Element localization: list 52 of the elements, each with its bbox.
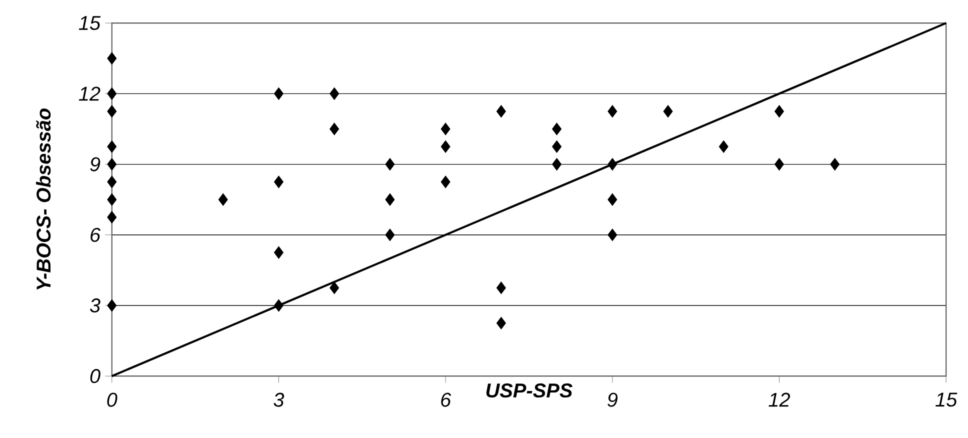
point: [107, 52, 117, 65]
y-tick-label: 0: [90, 369, 100, 384]
point: [107, 210, 117, 224]
point: [663, 105, 673, 118]
point: [274, 246, 284, 259]
point: [218, 193, 228, 206]
point: [274, 299, 284, 312]
y-tick-label: 3: [90, 298, 100, 312]
y-tick-label: 9: [90, 157, 100, 172]
point: [107, 105, 117, 118]
point: [107, 140, 117, 153]
point: [330, 282, 340, 294]
point: [107, 158, 117, 170]
x-tick-label: 6: [441, 392, 452, 407]
point: [608, 193, 618, 206]
point: [608, 158, 618, 170]
point: [552, 122, 562, 136]
point: [107, 299, 117, 312]
y-axis-title: Y-BOCS- Obsessão: [36, 108, 51, 290]
point: [496, 316, 506, 330]
x-axis-title: USP-SPS: [486, 383, 573, 398]
x-tick-label: 15: [936, 392, 958, 407]
point: [774, 158, 784, 170]
point: [274, 176, 284, 188]
y-tick-label: 12: [78, 86, 100, 101]
point: [385, 158, 395, 170]
point: [107, 193, 117, 206]
point: [718, 140, 728, 153]
point: [330, 87, 340, 100]
point: [608, 105, 618, 118]
point: [830, 158, 840, 170]
point: [440, 176, 450, 188]
x-tick-label: 12: [768, 392, 790, 407]
x-tick-label: 3: [274, 392, 284, 407]
point: [107, 87, 117, 100]
point: [440, 140, 450, 153]
point: [107, 176, 117, 188]
point: [440, 122, 450, 136]
point: [552, 140, 562, 153]
point: [608, 228, 618, 242]
point: [496, 282, 506, 294]
x-tick-label: 0: [107, 392, 118, 407]
x-tick-label: 9: [608, 392, 618, 407]
point: [385, 228, 395, 242]
point: [274, 87, 284, 100]
y-tick-label: 6: [90, 228, 101, 242]
point: [496, 105, 506, 118]
point: [552, 158, 562, 170]
point: [330, 122, 340, 136]
point: [385, 193, 395, 206]
point: [774, 105, 784, 118]
y-tick-label: 15: [78, 16, 101, 30]
